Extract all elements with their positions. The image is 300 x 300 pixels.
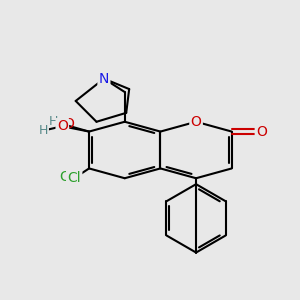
Text: Cl: Cl (68, 171, 81, 185)
Text: O: O (57, 119, 68, 133)
Text: H: H (49, 115, 58, 128)
Text: N: N (99, 72, 109, 86)
Text: H: H (38, 124, 48, 137)
Text: O: O (256, 124, 267, 139)
Text: O: O (190, 115, 202, 129)
Text: Cl: Cl (59, 170, 73, 184)
Text: O: O (63, 117, 74, 131)
